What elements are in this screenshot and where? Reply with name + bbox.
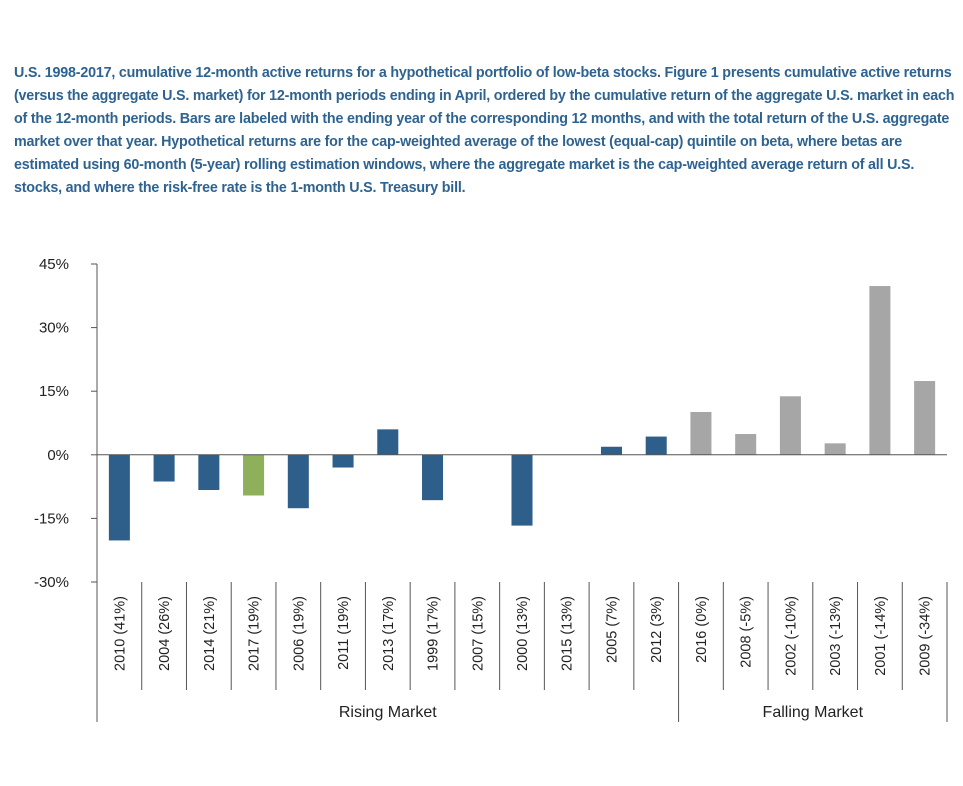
- x-tick-label: 2008 (-5%): [739, 596, 755, 668]
- bar: [779, 396, 801, 455]
- bar: [108, 454, 130, 541]
- x-tick-label: 2012 (3%): [649, 596, 665, 663]
- y-tick-label: -15%: [34, 510, 69, 527]
- x-tick-label: 2010 (41%): [112, 596, 128, 671]
- bar: [377, 429, 399, 455]
- x-tick-label: 2002 (-10%): [783, 596, 799, 676]
- group-label: Falling Market: [763, 704, 864, 721]
- y-tick-label: 0%: [47, 447, 69, 464]
- bar: [422, 454, 444, 501]
- x-tick-label: 2009 (-34%): [918, 596, 934, 676]
- y-tick-label: -30%: [34, 574, 69, 591]
- y-tick-label: 30%: [39, 320, 69, 337]
- x-tick-label: 2013 (17%): [381, 596, 397, 671]
- x-tick-label: 2005 (7%): [604, 596, 620, 663]
- bar: [153, 454, 175, 482]
- x-tick-label: 2006 (19%): [291, 596, 307, 671]
- bar: [198, 454, 220, 490]
- bar: [869, 286, 891, 455]
- bar: [690, 411, 712, 455]
- y-tick-label: 45%: [39, 256, 69, 273]
- x-tick-label: 2003 (-13%): [828, 596, 844, 676]
- x-tick-label: 2001 (-14%): [873, 596, 889, 676]
- bar: [600, 446, 622, 455]
- group-label: Rising Market: [339, 704, 437, 721]
- x-tick-label: 2015 (13%): [560, 596, 576, 671]
- bar: [914, 381, 936, 455]
- bar: [511, 454, 533, 526]
- bar: [287, 454, 309, 509]
- y-tick-label: 15%: [39, 383, 69, 400]
- bar: [824, 443, 846, 455]
- x-tick-label: 2011 (19%): [336, 596, 352, 670]
- bar: [735, 434, 757, 455]
- bar: [332, 454, 354, 468]
- x-tick-label: 2000 (13%): [515, 596, 531, 671]
- bar: [243, 454, 265, 496]
- bar: [645, 436, 667, 455]
- x-tick-label: 1999 (17%): [426, 596, 442, 671]
- x-tick-label: 2016 (0%): [694, 596, 710, 663]
- chart-caption: U.S. 1998-2017, cumulative 12-month acti…: [14, 65, 955, 196]
- x-tick-label: 2007 (15%): [470, 596, 486, 671]
- x-tick-label: 2004 (26%): [157, 596, 173, 671]
- x-tick-label: 2014 (21%): [202, 596, 218, 671]
- x-tick-label: 2017 (19%): [247, 596, 263, 671]
